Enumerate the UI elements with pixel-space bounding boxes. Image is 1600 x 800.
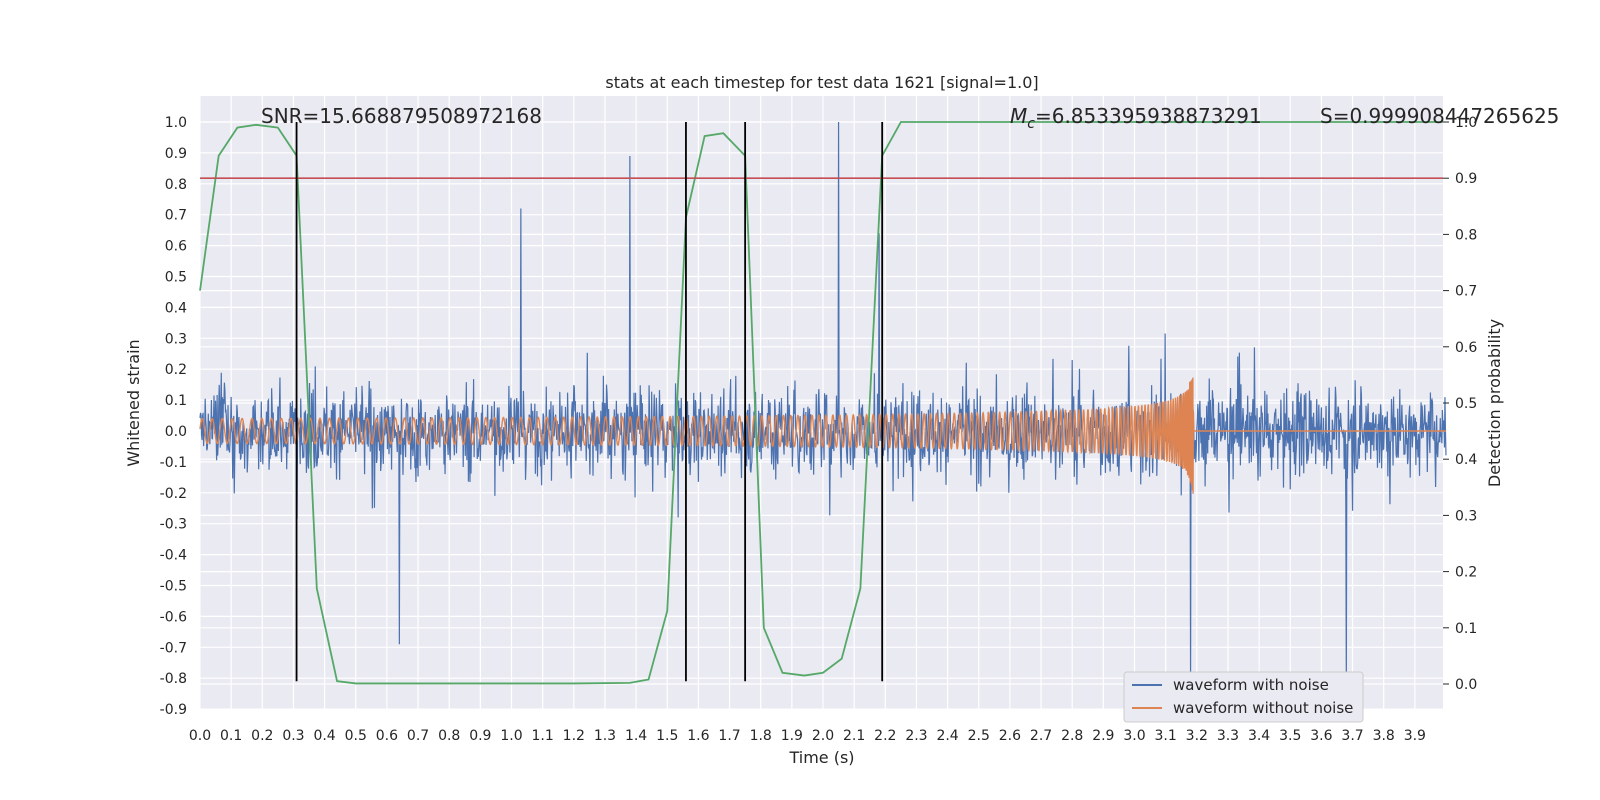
y-right-axis-label: Detection probability [1485,319,1504,487]
y-tick-label: -0.1 [160,455,187,471]
x-tick-label: 0.4 [313,728,335,744]
y-tick-label: -0.5 [160,579,187,595]
x-tick-label: 1.7 [718,728,740,744]
chirp-mass-value: =6.853395938873291 [1035,104,1262,128]
x-tick-label: 3.9 [1404,728,1426,744]
x-tick-label: 3.6 [1310,728,1332,744]
chirp-mass-annotation: Mc=6.853395938873291 [1010,104,1262,132]
x-tick-label: 0.1 [220,728,242,744]
y-tick-label: 0.6 [165,239,187,255]
y-tick-label: -0.4 [160,548,187,564]
x-tick-label: 0.7 [407,728,429,744]
x-tick-label: 3.8 [1373,728,1395,744]
x-tick-label: 3.0 [1123,728,1145,744]
x-tick-label: 0.0 [189,728,211,744]
y-right-tick-label: 0.2 [1455,565,1477,581]
score-annotation: S=0.999908447265625 [1320,104,1559,128]
y-right-tick-labels: 1.0 0.9 0.8 0.7 0.6 0.5 0.4 0.3 0.2 0.1 0.0 [1443,115,1477,693]
snr-annotation: SNR=15.668879508972168 [261,104,542,128]
x-tick-label: 1.9 [781,728,803,744]
y-axis-label: Whitened strain [124,339,143,466]
y-tick-label: 0.8 [165,177,187,193]
y-tick-label: 0.0 [165,424,187,440]
x-axis-label: Time (s) [788,748,854,767]
y-right-tick-label: 0.0 [1455,677,1477,693]
x-tick-label: 1.5 [656,728,678,744]
y-tick-label: 0.5 [165,270,187,286]
y-right-tick-label: 0.5 [1455,396,1477,412]
y-tick-label: 0.4 [165,300,187,316]
y-tick-label: -0.2 [160,486,187,502]
chart-title: stats at each timestep for test data 162… [605,73,1038,92]
series-layer [199,121,1447,685]
chirp-mass-symbol: M [1010,104,1027,128]
x-tick-label: 0.5 [345,728,367,744]
x-tick-label: 0.8 [438,728,460,744]
y-tick-label: 0.2 [165,362,187,378]
legend-box [1123,671,1364,723]
x-tick-label: 0.9 [469,728,491,744]
y-tick-labels: 1.0 0.9 0.8 0.7 0.6 0.5 0.4 0.3 0.2 0.1 0.0 -0.1 -0.… [160,115,187,718]
y-right-tick-label: 0.1 [1455,621,1477,637]
x-tick-label: 1.0 [500,728,522,744]
noisy-waveform-line [199,121,1447,685]
y-tick-label: -0.7 [160,640,187,656]
x-tick-label: 2.4 [936,728,958,744]
x-tick-label: 3.5 [1279,728,1301,744]
y-right-tick-label: 0.6 [1455,340,1477,356]
x-tick-label: 1.1 [532,728,554,744]
y-right-tick-label: 0.9 [1455,171,1477,187]
x-tick-label: 2.9 [1092,728,1114,744]
x-tick-label: 1.4 [625,728,647,744]
y-right-tick-label: 0.8 [1455,227,1477,243]
x-tick-label: 3.3 [1217,728,1239,744]
y-tick-label: 1.0 [165,115,187,131]
x-tick-labels: 0.0 0.1 0.2 0.3 0.4 0.5 0.6 0.7 0.8 0.9 1.0 1.1 1.2 1… [189,728,1426,744]
y-tick-label: 0.3 [165,331,187,347]
y-right-tick-label: 0.4 [1455,452,1477,468]
legend-label-clean: waveform without noise [1173,699,1353,717]
clean-waveform-line [199,377,1446,494]
x-tick-label: 0.6 [376,728,398,744]
x-tick-label: 3.1 [1155,728,1177,744]
y-tick-label: -0.6 [160,609,187,625]
y-tick-label: -0.8 [160,671,187,687]
x-tick-label: 2.2 [874,728,896,744]
y-tick-label: 0.7 [165,208,187,224]
x-tick-label: 3.7 [1341,728,1363,744]
grid [199,96,1443,710]
y-tick-label: -0.9 [160,702,187,718]
x-tick-label: 2.8 [1061,728,1083,744]
y-right-tick-label: 1.0 [1455,115,1477,131]
y-right-tick-label: 0.3 [1455,508,1477,524]
x-tick-label: 2.3 [905,728,927,744]
legend: waveform with noise waveform without noi… [1123,671,1364,723]
x-tick-label: 2.6 [999,728,1021,744]
x-tick-label: 1.2 [563,728,585,744]
y-right-tick-label: 0.7 [1455,284,1477,300]
x-tick-label: 3.4 [1248,728,1270,744]
y-tick-label: -0.3 [160,517,187,533]
x-tick-label: 1.3 [594,728,616,744]
x-tick-label: 0.2 [251,728,273,744]
chirp-mass-subscript: c [1027,116,1035,132]
x-tick-label: 0.3 [282,728,304,744]
x-tick-label: 2.0 [812,728,834,744]
x-tick-label: 1.6 [687,728,709,744]
x-tick-label: 3.2 [1186,728,1208,744]
legend-label-noise: waveform with noise [1173,676,1329,694]
x-tick-label: 2.7 [1030,728,1052,744]
x-tick-label: 2.5 [968,728,990,744]
x-tick-label: 1.8 [750,728,772,744]
y-tick-label: 0.9 [165,146,187,162]
y-tick-label: 0.1 [165,393,187,409]
x-tick-label: 2.1 [843,728,865,744]
